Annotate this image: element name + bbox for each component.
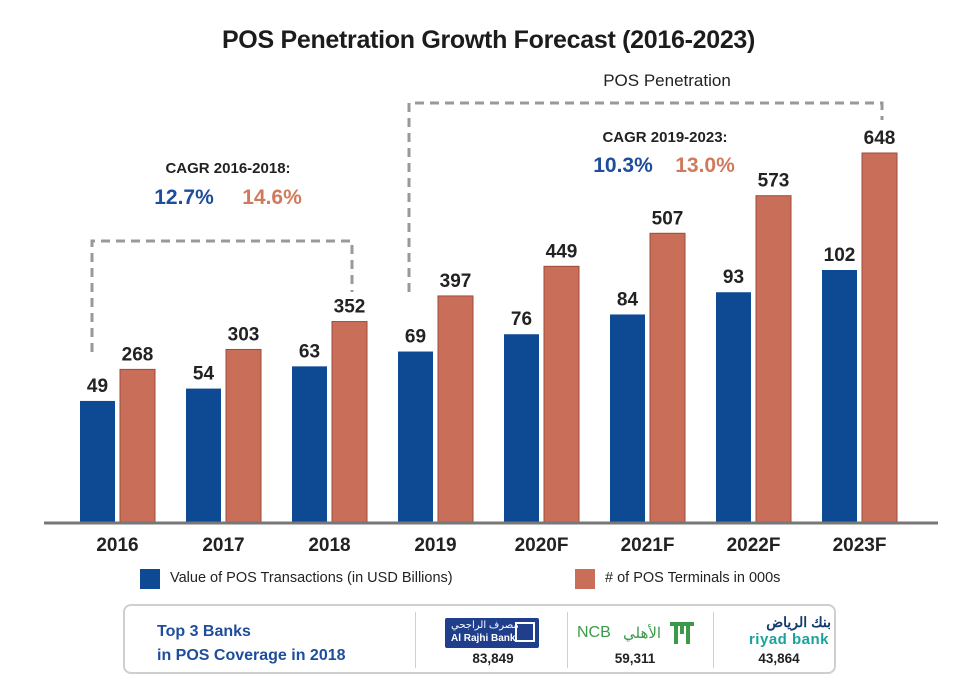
bracket-2019-2023 bbox=[407, 101, 884, 292]
x-tick-2016: 2016 bbox=[96, 535, 138, 556]
bars bbox=[80, 152, 898, 523]
riyad-logo: بنك الرياض riyad bank bbox=[723, 614, 835, 650]
bar-chart: 49 268 54 303 63 352 69 397 76 449 84 507 93 573 102 64… bbox=[44, 71, 938, 556]
cagr-2016-2018-transactions: 12.7% bbox=[154, 186, 214, 209]
x-tick-2020F: 2020F bbox=[515, 535, 569, 556]
value-label-terminals-2022F: 573 bbox=[758, 171, 790, 192]
rajhi-logo: مصرف الراجحي Al Rajhi Bank bbox=[445, 618, 539, 648]
bank-value-riyad: 43,864 bbox=[758, 651, 800, 666]
bar-terminals-2019 bbox=[437, 295, 474, 523]
legend: Value of POS Transactions (in USD Billio… bbox=[0, 568, 977, 590]
value-label-transactions-2020F: 76 bbox=[511, 309, 532, 330]
divider bbox=[567, 612, 568, 668]
value-label-transactions-2019: 69 bbox=[405, 327, 426, 348]
top-banks-box: Top 3 Banks in POS Coverage in 2018 مصرف… bbox=[123, 604, 836, 674]
bar-terminals-2021F bbox=[649, 232, 686, 523]
value-label-terminals-2017: 303 bbox=[228, 324, 260, 345]
bank-ncb: NCB الأهلي 59,311 bbox=[565, 610, 705, 670]
bar-transactions-2018 bbox=[292, 366, 327, 522]
value-label-terminals-2021F: 507 bbox=[652, 208, 684, 229]
x-tick-2021F: 2021F bbox=[621, 535, 675, 556]
value-label-transactions-2017: 54 bbox=[193, 364, 215, 385]
value-label-transactions-2022F: 93 bbox=[723, 267, 744, 288]
ncb-logo-latin: NCB bbox=[577, 624, 611, 641]
rajhi-logo-english: Al Rajhi Bank bbox=[451, 633, 516, 644]
cagr-2019-2023-transactions: 10.3% bbox=[593, 154, 653, 177]
value-label-terminals-2018: 352 bbox=[334, 297, 366, 318]
ncb-mark-icon bbox=[670, 622, 694, 644]
bar-terminals-2018 bbox=[331, 321, 368, 523]
riyad-logo-arabic: بنك الرياض bbox=[766, 614, 831, 630]
bar-transactions-2017 bbox=[186, 388, 221, 522]
bank-value-al-rajhi: 83,849 bbox=[472, 651, 514, 666]
ncb-logo-arabic: الأهلي bbox=[623, 625, 662, 642]
legend-swatch-terminals bbox=[575, 569, 595, 589]
legend-label-terminals: # of POS Terminals in 000s bbox=[605, 570, 781, 586]
value-label-terminals-2023F: 648 bbox=[864, 128, 896, 149]
x-tick-2023F: 2023F bbox=[833, 535, 887, 556]
bar-transactions-2019 bbox=[398, 351, 433, 522]
riyad-logo-english: riyad bank bbox=[748, 631, 829, 648]
value-label-transactions-2018: 63 bbox=[299, 341, 320, 362]
x-tick-2018: 2018 bbox=[308, 535, 350, 556]
cagr-2019-2023-terminals: 13.0% bbox=[675, 154, 735, 177]
ncb-logo: NCB الأهلي bbox=[575, 620, 699, 648]
bar-terminals-2023F bbox=[861, 152, 898, 523]
bar-terminals-2020F bbox=[543, 265, 580, 523]
bar-terminals-2022F bbox=[755, 195, 792, 523]
value-label-transactions-2023F: 102 bbox=[824, 245, 856, 266]
divider bbox=[713, 612, 714, 668]
cagr-2016-2018-terminals: 14.6% bbox=[242, 186, 302, 209]
cagr-brackets bbox=[90, 101, 884, 352]
divider bbox=[415, 612, 416, 668]
value-label-terminals-2020F: 449 bbox=[546, 241, 578, 262]
bank-value-ncb: 59,311 bbox=[614, 651, 656, 666]
cagr-2016-2018-label: CAGR 2016-2018: bbox=[165, 160, 290, 177]
top-banks-title-line1: Top 3 Banks bbox=[157, 623, 251, 640]
value-label-terminals-2019: 397 bbox=[440, 271, 472, 292]
value-label-terminals-2016: 268 bbox=[122, 344, 154, 365]
value-labels: 49 268 54 303 63 352 69 397 76 449 84 507 93 573 102 64… bbox=[87, 128, 895, 397]
bar-transactions-2022F bbox=[716, 292, 751, 522]
bank-al-rajhi: مصرف الراجحي Al Rajhi Bank 83,849 bbox=[423, 610, 563, 670]
x-tick-2022F: 2022F bbox=[727, 535, 781, 556]
bracket-2016-2018 bbox=[90, 239, 354, 352]
bar-terminals-2017 bbox=[225, 348, 262, 523]
bar-transactions-2021F bbox=[610, 314, 645, 522]
x-tick-2017: 2017 bbox=[202, 535, 244, 556]
x-tick-2019: 2019 bbox=[414, 535, 456, 556]
value-label-transactions-2021F: 84 bbox=[617, 289, 639, 310]
bar-terminals-2016 bbox=[119, 368, 156, 523]
rajhi-mark-icon bbox=[515, 622, 535, 642]
top-banks-title: Top 3 Banks in POS Coverage in 2018 bbox=[157, 620, 346, 668]
x-tick-labels: 2016 2017 2018 2019 2020F 2021F 2022F 2023F bbox=[96, 535, 886, 556]
bar-transactions-2020F bbox=[504, 334, 539, 522]
cagr-2019-2023-label: CAGR 2019-2023: bbox=[602, 129, 727, 146]
value-label-transactions-2016: 49 bbox=[87, 376, 108, 397]
legend-label-transactions: Value of POS Transactions (in USD Billio… bbox=[170, 570, 453, 586]
legend-swatch-transactions bbox=[140, 569, 160, 589]
rajhi-logo-arabic: مصرف الراجحي bbox=[451, 620, 519, 631]
pos-penetration-label: POS Penetration bbox=[603, 71, 731, 90]
bank-riyad: بنك الرياض riyad bank 43,864 bbox=[709, 610, 849, 670]
bar-transactions-2016 bbox=[80, 400, 115, 522]
top-banks-title-line2: in POS Coverage in 2018 bbox=[157, 647, 346, 664]
chart-title: POS Penetration Growth Forecast (2016-20… bbox=[221, 26, 756, 54]
bar-transactions-2023F bbox=[822, 270, 857, 522]
